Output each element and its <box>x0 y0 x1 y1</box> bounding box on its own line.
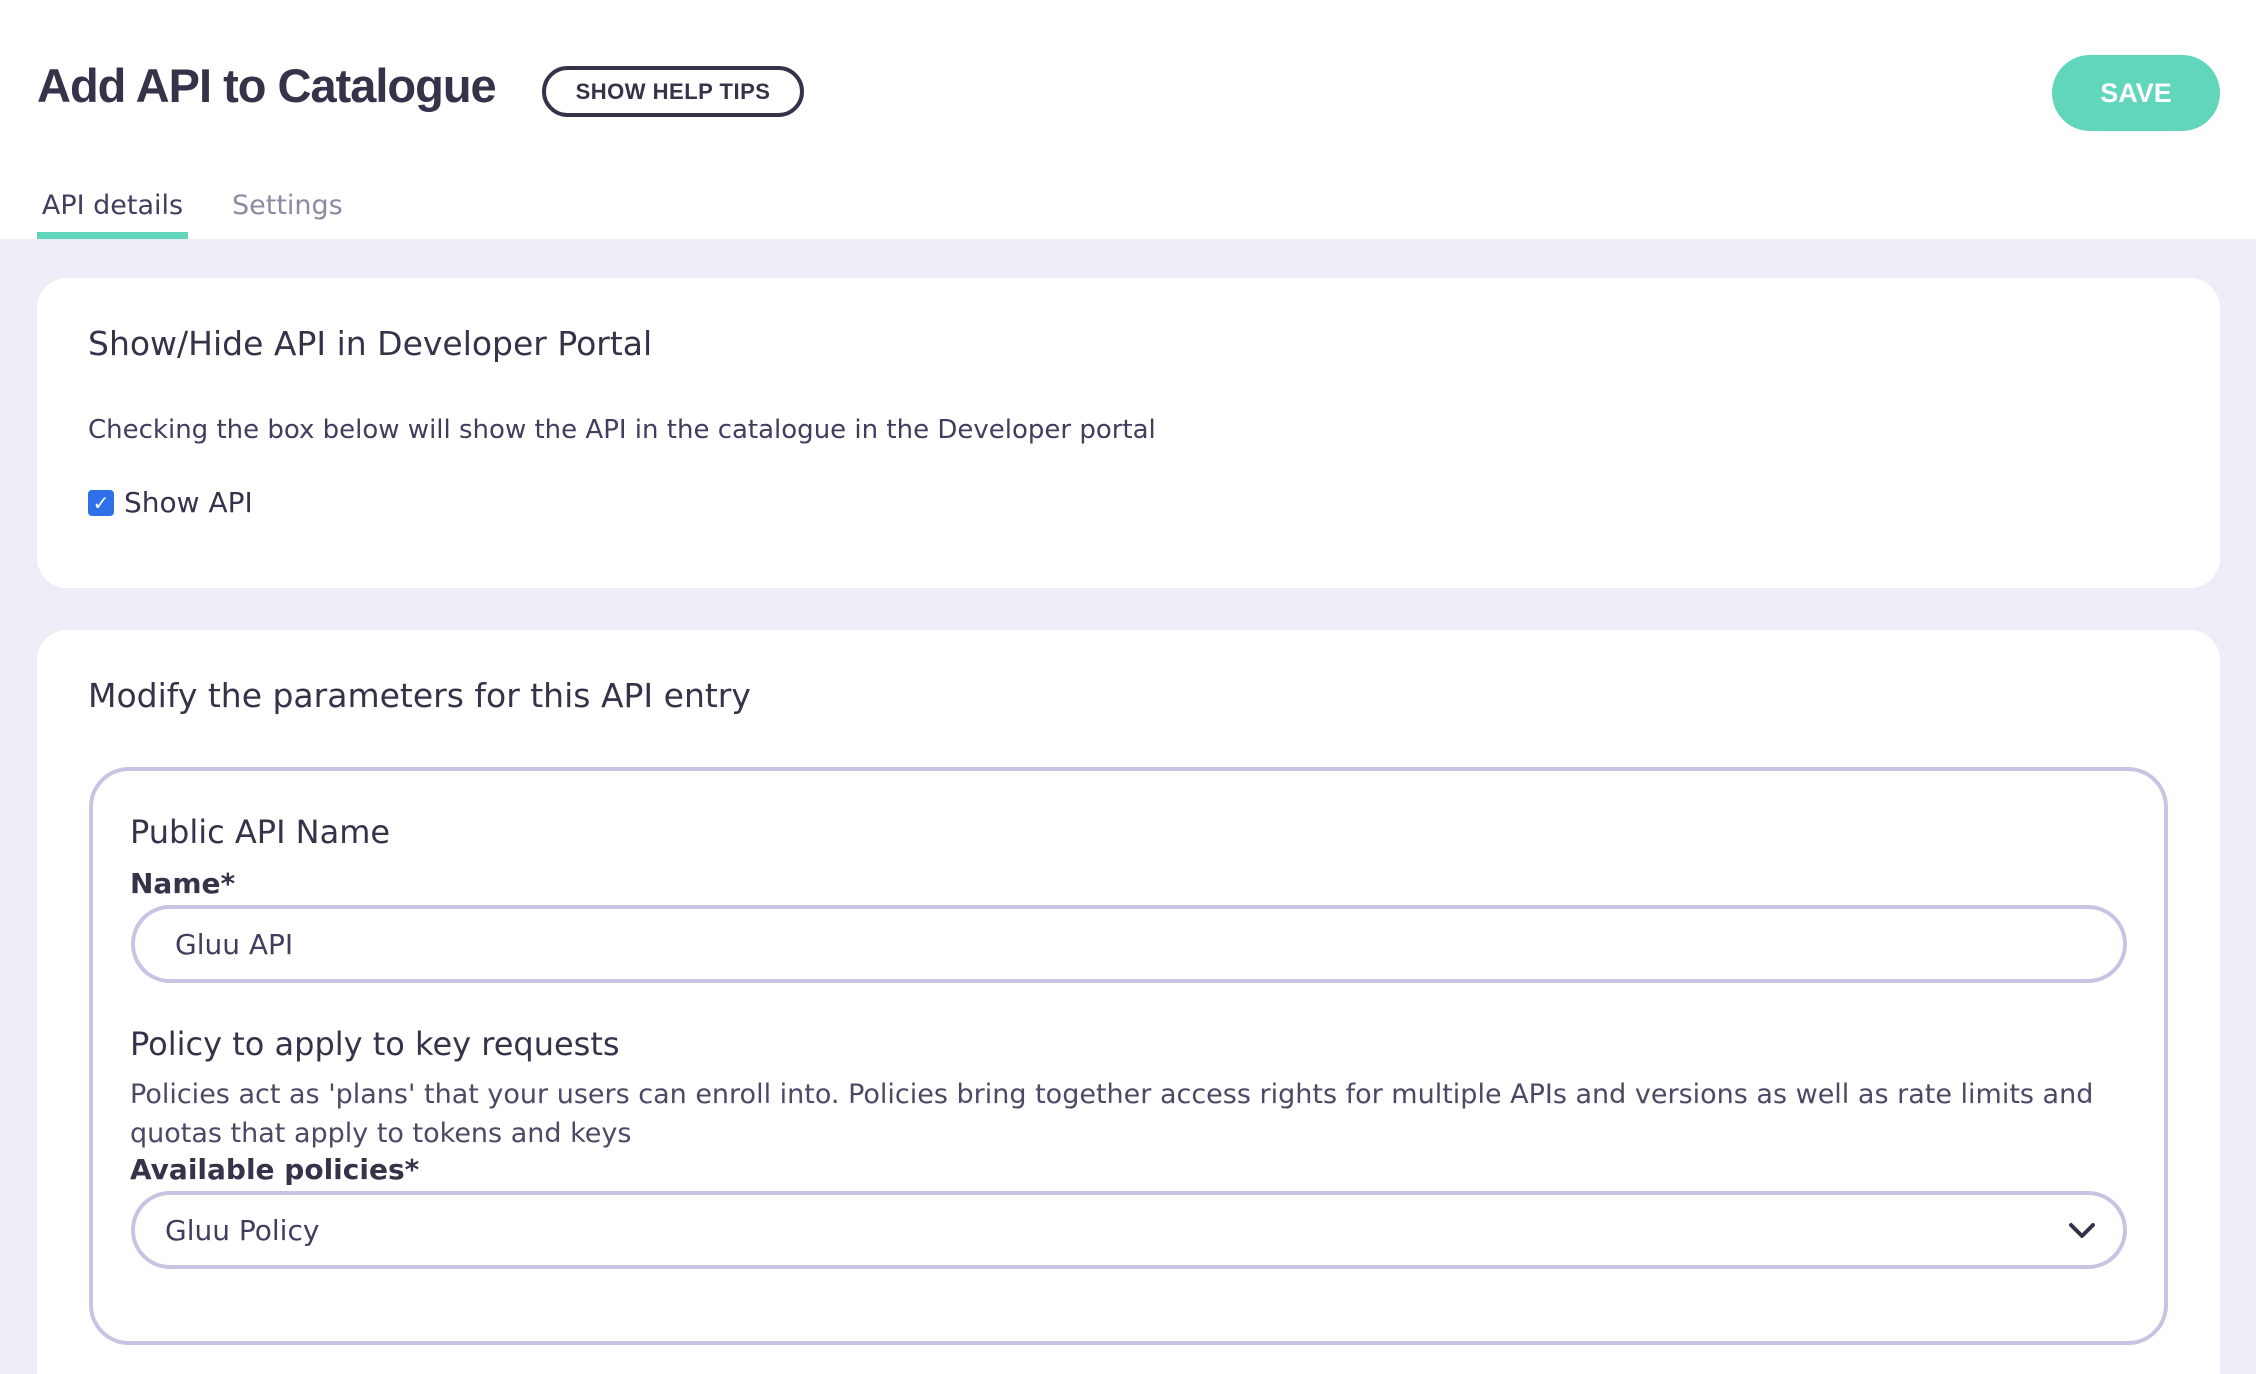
show-api-checkbox-row[interactable]: ✓ Show API <box>88 486 253 519</box>
parameters-box: Public API Name Name* Gluu API Policy to… <box>89 767 2168 1345</box>
page-title: Add API to Catalogue <box>37 59 497 112</box>
parameters-card: Modify the parameters for this API entry… <box>37 630 2220 1374</box>
policy-description: Policies act as 'plans' that your users … <box>130 1079 2094 1149</box>
check-icon: ✓ <box>92 490 110 515</box>
name-input-value: Gluu API <box>175 927 294 961</box>
visibility-card: Show/Hide API in Developer Portal Checki… <box>37 278 2220 588</box>
policy-select-value: Gluu Policy <box>165 1213 320 1247</box>
visibility-heading: Show/Hide API in Developer Portal <box>88 324 653 363</box>
policy-select[interactable]: Gluu Policy <box>131 1191 2127 1269</box>
available-policies-label: Available policies* <box>130 1153 420 1186</box>
name-input[interactable]: Gluu API <box>131 905 2127 983</box>
show-api-label: Show API <box>124 486 253 519</box>
page-header: Add API to Catalogue SHOW HELP TIPS SAVE… <box>0 0 2256 239</box>
policy-heading: Policy to apply to key requests <box>130 1025 620 1063</box>
public-name-heading: Public API Name <box>130 813 391 851</box>
tab-settings[interactable]: Settings <box>232 190 343 221</box>
name-label: Name* <box>130 867 236 900</box>
parameters-heading: Modify the parameters for this API entry <box>88 676 751 715</box>
active-tab-indicator <box>37 232 188 239</box>
tab-api-details[interactable]: API details <box>41 190 184 221</box>
save-button[interactable]: SAVE <box>2052 55 2220 131</box>
chevron-down-icon <box>2069 1223 2095 1238</box>
visibility-description: Checking the box below will show the API… <box>88 415 1156 445</box>
show-help-tips-button[interactable]: SHOW HELP TIPS <box>542 66 804 117</box>
show-api-checkbox[interactable]: ✓ <box>88 489 114 516</box>
